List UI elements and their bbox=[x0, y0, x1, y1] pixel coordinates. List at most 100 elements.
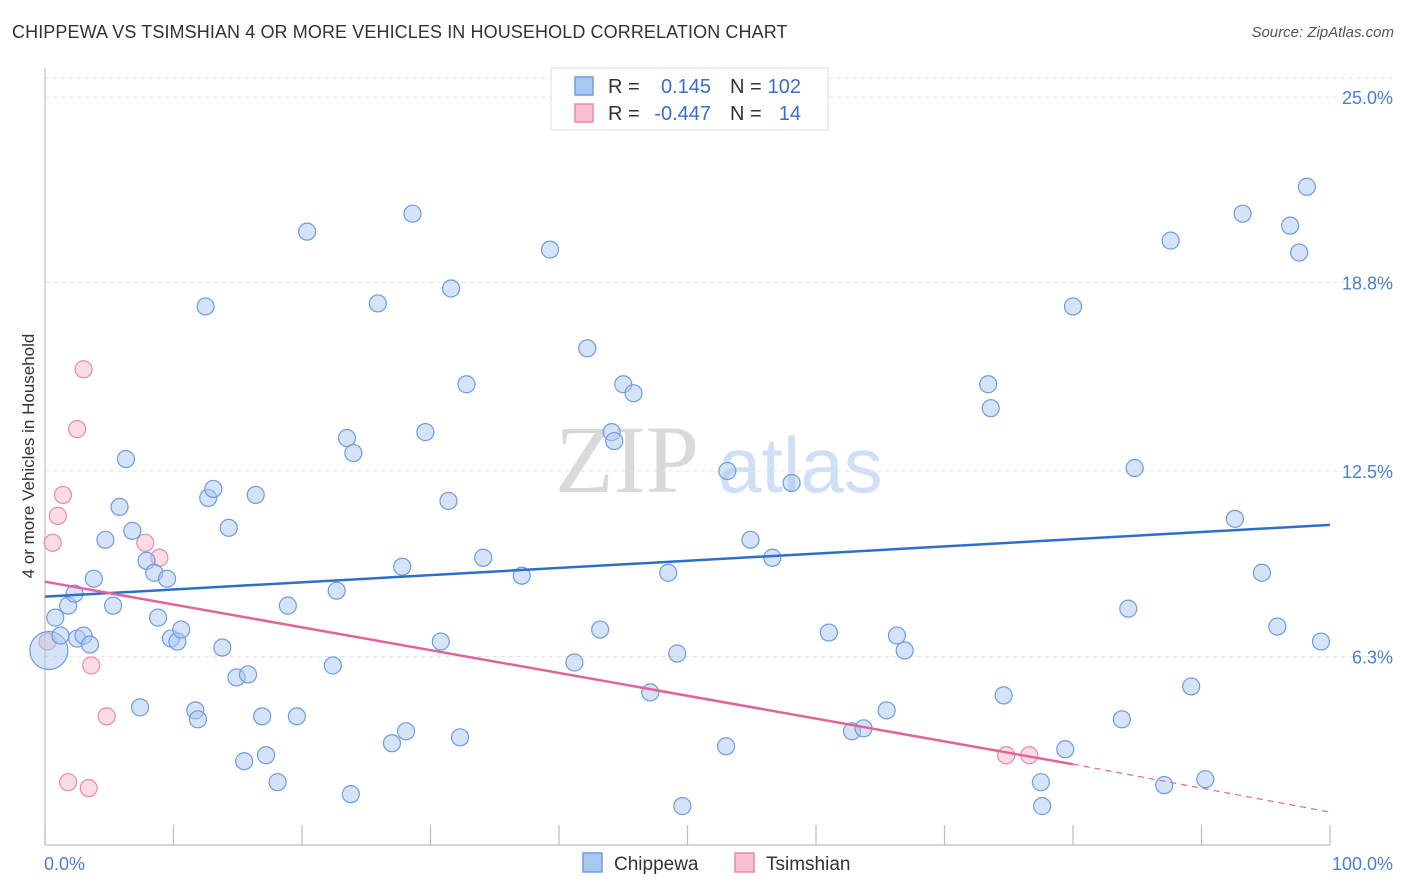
chippewa-point bbox=[80, 635, 100, 654]
chippewa-point bbox=[887, 626, 907, 645]
chippewa-point bbox=[1161, 231, 1180, 250]
legend-chippewa-label: Chippewa bbox=[614, 854, 699, 875]
chippewa-point bbox=[668, 644, 687, 663]
chippewa-point bbox=[439, 491, 458, 511]
chippewa-point bbox=[994, 686, 1013, 705]
chippewa-point bbox=[1311, 632, 1331, 651]
chippewa-point bbox=[287, 707, 306, 726]
gridlines bbox=[45, 77, 1392, 658]
chippewa-point bbox=[763, 548, 782, 567]
tsimshian-point bbox=[48, 506, 67, 525]
legend-n-value-chippewa: 102 bbox=[768, 76, 801, 98]
chippewa-point bbox=[1225, 509, 1245, 528]
chippewa-point bbox=[431, 632, 450, 651]
chippewa-point bbox=[641, 683, 660, 702]
chippewa-point bbox=[1268, 617, 1287, 636]
tsimshian-point bbox=[82, 656, 101, 675]
chippewa-point bbox=[1063, 297, 1083, 316]
tsimshian-point bbox=[74, 360, 93, 379]
chippewa-point bbox=[341, 785, 360, 804]
chippewa-point bbox=[1112, 710, 1131, 729]
chippewa-point bbox=[1297, 177, 1316, 196]
chippewa-point bbox=[718, 461, 737, 481]
y-tick-label: 25.0% bbox=[1342, 88, 1393, 108]
chippewa-point bbox=[1031, 773, 1050, 792]
tsimshian-point bbox=[53, 485, 73, 505]
chippewa-point bbox=[981, 399, 1000, 418]
chippewa-point bbox=[298, 222, 317, 241]
y-axis-title: 4 or more Vehicles in Household bbox=[19, 334, 38, 579]
chippewa-point bbox=[110, 497, 129, 517]
chippewa-point bbox=[213, 638, 232, 657]
legend-swatch-chippewa bbox=[574, 76, 594, 96]
chippewa-point bbox=[172, 620, 191, 639]
legend-r-label-chippewa: R = bbox=[608, 76, 640, 98]
tsimshian-point bbox=[79, 779, 98, 798]
chippewa-point bbox=[673, 797, 692, 816]
chippewa-point bbox=[96, 530, 115, 549]
chippewa-point bbox=[344, 443, 363, 463]
legend-n-value-tsimshian: 14 bbox=[779, 103, 801, 125]
chippewa-point bbox=[895, 641, 914, 660]
legend-tsimshian-label: Tsimshian bbox=[766, 854, 850, 875]
chippewa-point bbox=[268, 773, 287, 792]
chippewa-point bbox=[605, 431, 624, 451]
chippewa-point bbox=[323, 656, 342, 675]
tsimshian-point bbox=[136, 533, 155, 552]
legend-r-value-tsimshian: -0.447 bbox=[654, 103, 711, 125]
chippewa-point bbox=[1125, 458, 1144, 478]
chippewa-point bbox=[148, 608, 168, 627]
chippewa-point bbox=[450, 728, 470, 747]
legend-chippewa-swatch bbox=[582, 852, 603, 873]
chippewa-point bbox=[659, 563, 678, 582]
chippewa-point bbox=[51, 626, 70, 645]
chippewa-point bbox=[116, 449, 136, 469]
chippewa-point bbox=[1290, 243, 1309, 262]
y-tick-label: 12.5% bbox=[1342, 462, 1393, 482]
chippewa-point bbox=[188, 710, 208, 729]
correlation-legend: R = 0.145 N = 102 R = -0.447 N = 14 bbox=[550, 67, 829, 131]
legend-swatch-tsimshian bbox=[574, 103, 594, 123]
y-tick-label: 18.8% bbox=[1342, 274, 1393, 294]
chippewa-point bbox=[591, 620, 610, 639]
chippewa-point bbox=[474, 548, 493, 567]
chippewa-point bbox=[782, 473, 801, 493]
chippewa-point bbox=[540, 240, 560, 259]
chippewa-point bbox=[157, 569, 177, 588]
chippewa-point bbox=[403, 204, 422, 223]
y-tick-label: 6.3% bbox=[1352, 648, 1393, 668]
chippewa-point bbox=[246, 485, 265, 505]
legend-box bbox=[550, 67, 829, 131]
chippewa-point bbox=[253, 707, 272, 726]
chippewa-point bbox=[238, 665, 258, 684]
chippewa-point bbox=[327, 581, 346, 600]
tsimshian-point bbox=[97, 707, 116, 726]
chippewa-point bbox=[123, 521, 142, 540]
x-tick-label-min: 0.0% bbox=[44, 854, 85, 874]
tick-labels: 6.3% 12.5% 18.8% 25.0% 0.0% 100.0% bbox=[44, 88, 1393, 874]
chippewa-point bbox=[104, 596, 123, 615]
legend-r-value-chippewa: 0.145 bbox=[661, 76, 711, 98]
chippewa-point bbox=[396, 722, 416, 741]
trend-lines bbox=[44, 523, 1331, 813]
chippewa-points bbox=[29, 177, 1331, 816]
chippewa-point bbox=[565, 653, 584, 672]
legend-n-label-chippewa: N = bbox=[730, 76, 762, 98]
chippewa-point bbox=[278, 596, 297, 615]
chippewa-point bbox=[130, 698, 150, 717]
chippewa-point bbox=[1033, 797, 1052, 816]
watermark-zip: ZIP bbox=[555, 406, 699, 513]
tsimshian-trend-line bbox=[44, 580, 1074, 766]
chippewa-point bbox=[1252, 563, 1271, 582]
chippewa-point bbox=[819, 623, 838, 642]
chippewa-point bbox=[256, 746, 276, 765]
chippewa-point bbox=[441, 279, 461, 298]
chippewa-point bbox=[716, 737, 736, 756]
chippewa-point bbox=[219, 518, 238, 537]
chippewa-point bbox=[1119, 599, 1138, 618]
chippewa-point bbox=[393, 557, 412, 576]
legend-tsimshian-swatch bbox=[734, 852, 755, 873]
chippewa-point bbox=[1281, 216, 1300, 235]
chippewa-point bbox=[1196, 770, 1215, 789]
